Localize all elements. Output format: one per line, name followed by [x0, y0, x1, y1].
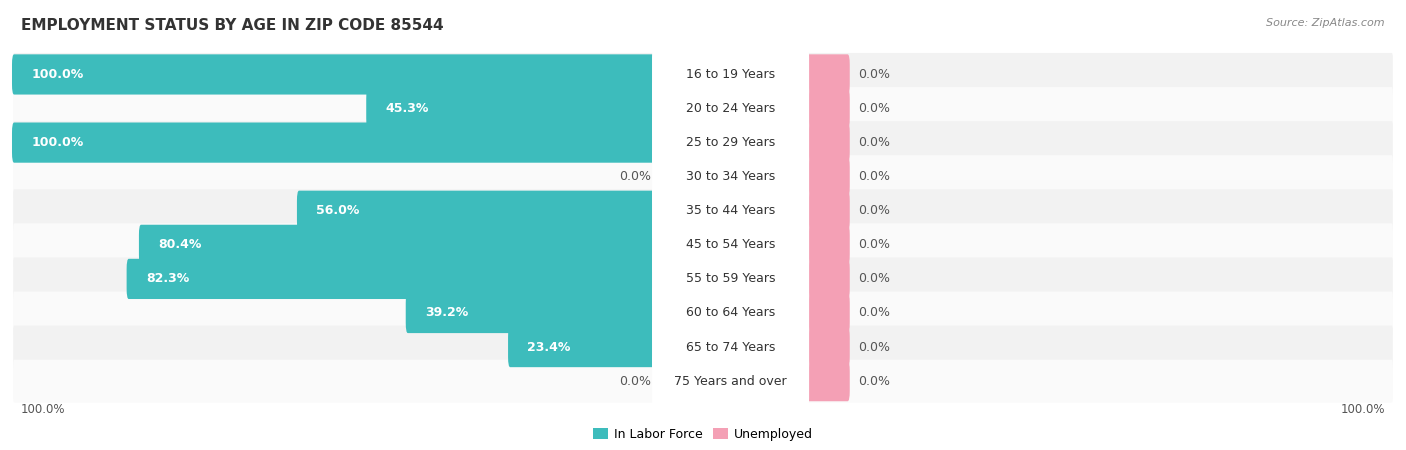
Text: 75 Years and over: 75 Years and over: [675, 375, 787, 387]
FancyBboxPatch shape: [797, 259, 849, 299]
Text: 60 to 64 Years: 60 to 64 Years: [686, 306, 775, 320]
FancyBboxPatch shape: [297, 191, 664, 231]
Text: 25 to 29 Years: 25 to 29 Years: [686, 136, 775, 149]
Legend: In Labor Force, Unemployed: In Labor Force, Unemployed: [589, 424, 817, 445]
Text: 0.0%: 0.0%: [858, 238, 890, 252]
Text: 30 to 34 Years: 30 to 34 Years: [686, 170, 775, 183]
FancyBboxPatch shape: [652, 316, 808, 378]
FancyBboxPatch shape: [797, 122, 849, 163]
Text: 55 to 59 Years: 55 to 59 Years: [686, 272, 775, 285]
FancyBboxPatch shape: [13, 189, 1393, 232]
Text: 100.0%: 100.0%: [21, 403, 66, 416]
FancyBboxPatch shape: [797, 293, 849, 333]
FancyBboxPatch shape: [652, 248, 808, 310]
Text: 100.0%: 100.0%: [1340, 403, 1385, 416]
FancyBboxPatch shape: [797, 327, 849, 367]
FancyBboxPatch shape: [797, 191, 849, 231]
FancyBboxPatch shape: [406, 293, 664, 333]
Text: 45 to 54 Years: 45 to 54 Years: [686, 238, 775, 252]
Text: 23.4%: 23.4%: [527, 341, 571, 354]
Text: 16 to 19 Years: 16 to 19 Years: [686, 68, 775, 81]
Text: 0.0%: 0.0%: [858, 306, 890, 320]
Text: 0.0%: 0.0%: [858, 375, 890, 387]
Text: 20 to 24 Years: 20 to 24 Years: [686, 102, 775, 115]
FancyBboxPatch shape: [13, 223, 1393, 266]
Text: EMPLOYMENT STATUS BY AGE IN ZIP CODE 85544: EMPLOYMENT STATUS BY AGE IN ZIP CODE 855…: [21, 18, 444, 33]
FancyBboxPatch shape: [797, 157, 849, 197]
Text: 0.0%: 0.0%: [858, 68, 890, 81]
FancyBboxPatch shape: [797, 54, 849, 94]
FancyBboxPatch shape: [13, 121, 1393, 164]
Text: 65 to 74 Years: 65 to 74 Years: [686, 341, 775, 354]
FancyBboxPatch shape: [13, 53, 1393, 96]
FancyBboxPatch shape: [13, 87, 1393, 130]
FancyBboxPatch shape: [797, 225, 849, 265]
Text: 45.3%: 45.3%: [385, 102, 429, 115]
Text: 100.0%: 100.0%: [31, 68, 83, 81]
Text: 80.4%: 80.4%: [159, 238, 201, 252]
Text: 0.0%: 0.0%: [619, 170, 651, 183]
Text: 0.0%: 0.0%: [858, 204, 890, 217]
FancyBboxPatch shape: [13, 292, 1393, 334]
Text: 0.0%: 0.0%: [858, 272, 890, 285]
FancyBboxPatch shape: [652, 350, 808, 412]
FancyBboxPatch shape: [13, 54, 664, 94]
Text: 0.0%: 0.0%: [619, 375, 651, 387]
Text: 0.0%: 0.0%: [858, 341, 890, 354]
Text: 82.3%: 82.3%: [146, 272, 190, 285]
Text: 100.0%: 100.0%: [31, 136, 83, 149]
FancyBboxPatch shape: [13, 122, 664, 163]
FancyBboxPatch shape: [652, 214, 808, 276]
FancyBboxPatch shape: [652, 112, 808, 174]
Text: Source: ZipAtlas.com: Source: ZipAtlas.com: [1267, 18, 1385, 28]
FancyBboxPatch shape: [127, 259, 664, 299]
FancyBboxPatch shape: [797, 88, 849, 129]
Text: 39.2%: 39.2%: [425, 306, 468, 320]
Text: 35 to 44 Years: 35 to 44 Years: [686, 204, 775, 217]
FancyBboxPatch shape: [652, 77, 808, 140]
Text: 56.0%: 56.0%: [316, 204, 360, 217]
FancyBboxPatch shape: [13, 257, 1393, 301]
FancyBboxPatch shape: [652, 44, 808, 105]
Text: 0.0%: 0.0%: [858, 102, 890, 115]
FancyBboxPatch shape: [652, 146, 808, 208]
FancyBboxPatch shape: [366, 88, 664, 129]
FancyBboxPatch shape: [797, 361, 849, 401]
FancyBboxPatch shape: [139, 225, 664, 265]
FancyBboxPatch shape: [13, 155, 1393, 198]
FancyBboxPatch shape: [13, 360, 1393, 403]
FancyBboxPatch shape: [13, 326, 1393, 369]
Text: 0.0%: 0.0%: [858, 136, 890, 149]
Text: 0.0%: 0.0%: [858, 170, 890, 183]
FancyBboxPatch shape: [508, 327, 664, 367]
FancyBboxPatch shape: [652, 282, 808, 344]
FancyBboxPatch shape: [652, 180, 808, 242]
